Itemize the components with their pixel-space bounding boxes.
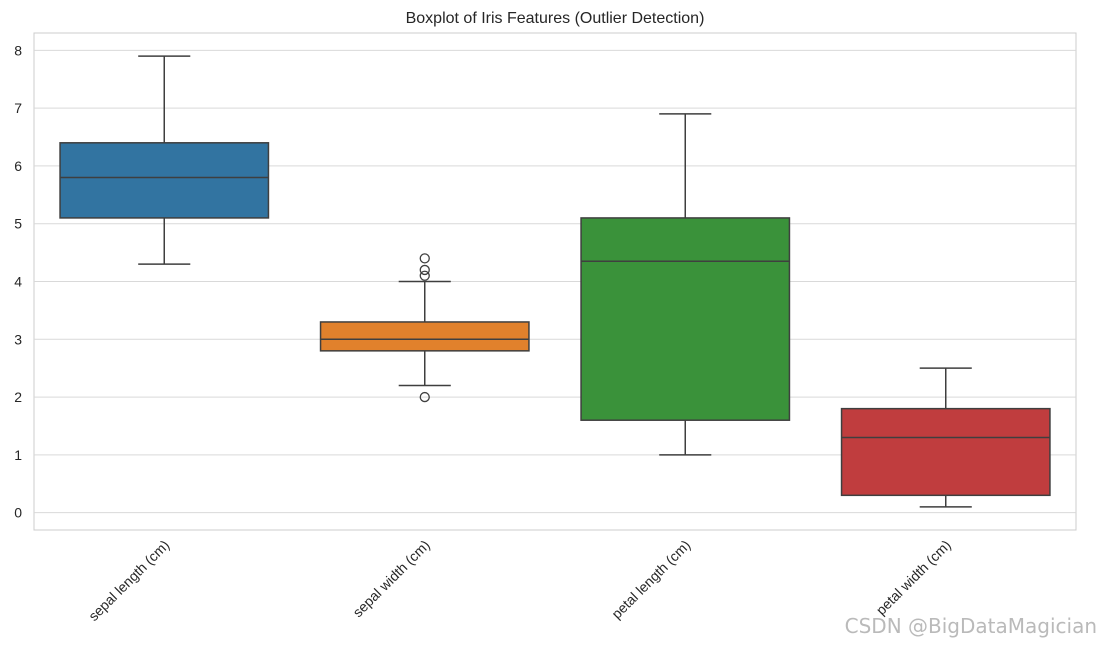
- y-tick-label: 0: [14, 505, 22, 521]
- gridlines: [34, 49, 1076, 514]
- y-tick-label: 7: [14, 100, 22, 116]
- box-group: [319, 253, 530, 403]
- x-tick-label: sepal length (cm): [85, 537, 172, 624]
- x-tick-label: petal width (cm): [873, 537, 954, 618]
- x-tick-label: sepal width (cm): [349, 537, 432, 620]
- iqr-box: [580, 217, 791, 421]
- box-group: [59, 55, 270, 265]
- y-tick-label: 1: [14, 447, 22, 463]
- boxes: [59, 55, 1051, 508]
- x-tick-label: petal length (cm): [608, 537, 693, 622]
- iqr-box: [319, 321, 530, 352]
- iqr-box: [59, 142, 270, 219]
- iqr-box: [840, 407, 1051, 497]
- y-tick-label: 4: [14, 274, 22, 290]
- x-axis-ticks: sepal length (cm) sepal width (cm) petal l…: [85, 537, 954, 624]
- chart-title: Boxplot of Iris Features (Outlier Detect…: [406, 10, 705, 27]
- outlier-point: [419, 264, 430, 276]
- watermark: CSDN @BigDataMagician: [844, 614, 1097, 638]
- box-group: [580, 113, 791, 456]
- outlier-point: [419, 270, 430, 281]
- y-tick-label: 6: [14, 158, 22, 174]
- y-tick-label: 5: [14, 216, 22, 232]
- outlier-point: [419, 391, 430, 403]
- y-tick-label: 2: [14, 389, 22, 405]
- outlier-point: [419, 253, 430, 264]
- y-tick-label: 8: [14, 42, 22, 58]
- y-axis-ticks: 0 1 2 3 4 5 6 7 8: [14, 42, 22, 520]
- y-tick-label: 3: [14, 331, 22, 347]
- box-group: [840, 367, 1051, 508]
